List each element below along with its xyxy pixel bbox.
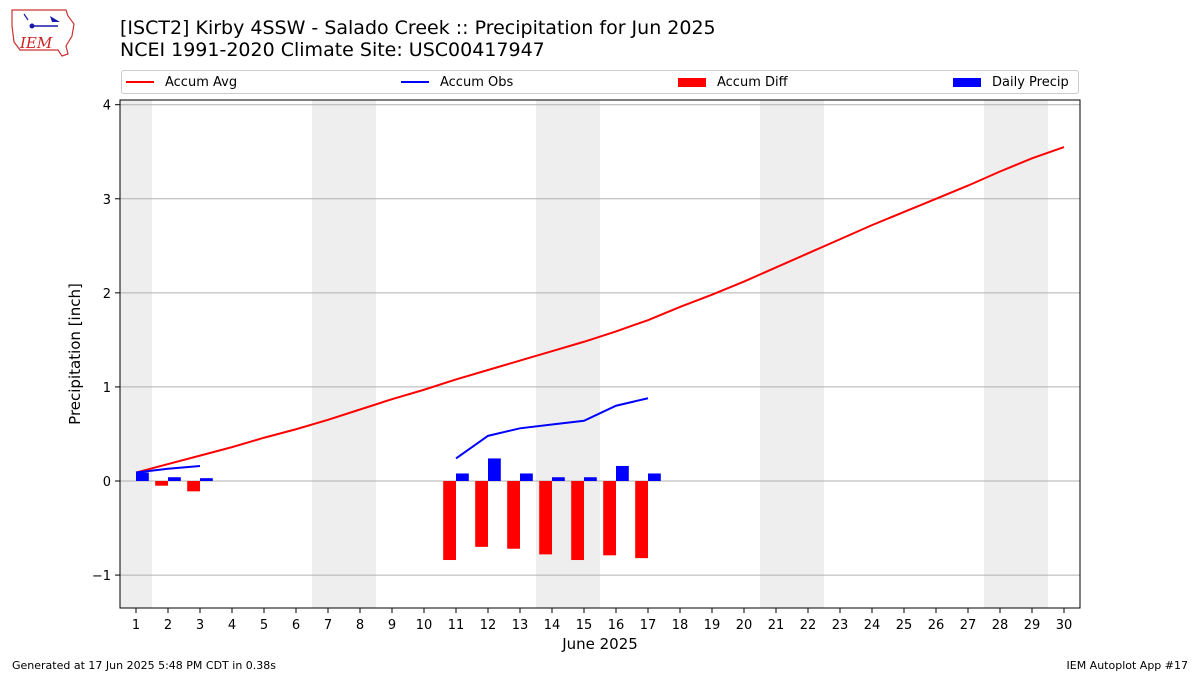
accum-diff-bar	[475, 481, 488, 547]
generated-footer: Generated at 17 Jun 2025 5:48 PM CDT in …	[12, 659, 277, 672]
accum-diff-bar	[635, 481, 648, 559]
x-tick-label: 24	[864, 618, 881, 633]
weekend-shade	[984, 100, 1016, 608]
x-tick-label: 6	[292, 618, 300, 633]
accum-avg-line	[135, 146, 1065, 474]
x-tick-label: 17	[640, 618, 657, 633]
daily-precip-bar	[648, 473, 661, 481]
x-tick-label: 2	[164, 618, 172, 633]
x-tick-label: 4	[228, 618, 236, 633]
accum-obs-line	[135, 464, 201, 474]
x-tick-label: 21	[768, 618, 785, 633]
x-tick-label: 29	[1024, 618, 1041, 633]
y-tick-label: −1	[92, 569, 111, 584]
x-tick-label: 28	[992, 618, 1009, 633]
x-tick-label: 14	[544, 618, 561, 633]
logo-text: IEM	[19, 34, 53, 52]
daily-precip-bar	[584, 477, 597, 481]
y-axis-label: Precipitation [inch]	[66, 283, 84, 425]
x-tick-label: 25	[896, 618, 913, 633]
weekend-shade	[760, 100, 792, 608]
app-footer: IEM Autoplot App #17	[1066, 659, 1189, 672]
x-tick-label: 30	[1056, 618, 1073, 633]
legend-line-red	[126, 81, 154, 83]
x-axis-label: June 2025	[561, 635, 638, 653]
weekend-shade	[120, 100, 152, 608]
accum-diff-bar	[187, 481, 200, 492]
iem-logo: IEM	[8, 6, 80, 58]
accum-diff-bar	[603, 481, 616, 556]
legend-label: Daily Precip	[992, 74, 1069, 90]
y-tick-label: 1	[103, 381, 111, 396]
daily-precip-bar	[456, 473, 469, 481]
x-tick-label: 9	[388, 618, 396, 633]
daily-precip-bar	[520, 473, 533, 481]
legend: Accum Avg Accum Obs Accum Diff Daily Pre…	[121, 70, 1079, 94]
daily-precip-bar	[168, 477, 181, 481]
x-tick-label: 22	[800, 618, 817, 633]
legend-label: Accum Avg	[165, 74, 238, 90]
x-tick-label: 15	[576, 618, 593, 633]
x-tick-label: 16	[608, 618, 625, 633]
weekend-shade	[792, 100, 824, 608]
legend-item-daily-precip: Daily Precip	[953, 71, 1069, 93]
x-tick-label: 23	[832, 618, 849, 633]
daily-precip-bar	[136, 472, 149, 481]
title-line-1: [ISCT2] Kirby 4SSW - Salado Creek :: Pre…	[120, 17, 716, 39]
x-tick-label: 7	[324, 618, 332, 633]
daily-precip-bar	[488, 458, 501, 481]
weekend-shade	[1016, 100, 1048, 608]
daily-precip-bar	[200, 478, 213, 481]
x-tick-label: 5	[260, 618, 268, 633]
legend-swatch-red	[678, 77, 706, 87]
accum-diff-bar	[443, 481, 456, 561]
x-tick-label: 18	[672, 618, 689, 633]
legend-item-accum-obs: Accum Obs	[401, 71, 513, 93]
title-line-2: NCEI 1991-2020 Climate Site: USC00417947	[120, 39, 545, 61]
x-tick-label: 1	[132, 618, 140, 633]
legend-label: Accum Obs	[440, 74, 514, 90]
y-tick-label: 0	[103, 475, 111, 490]
accum-diff-bar	[539, 481, 552, 555]
accum-diff-bar	[155, 481, 168, 486]
legend-item-accum-diff: Accum Diff	[678, 71, 788, 93]
x-tick-label: 20	[736, 618, 753, 633]
legend-label: Accum Diff	[717, 74, 788, 90]
x-tick-label: 19	[704, 618, 721, 633]
legend-swatch-blue	[953, 77, 981, 87]
accum-diff-bar	[507, 481, 520, 549]
chart-title: [ISCT2] Kirby 4SSW - Salado Creek :: Pre…	[120, 17, 716, 61]
legend-line-blue	[401, 81, 429, 83]
x-tick-label: 11	[448, 618, 465, 633]
weekend-shade	[312, 100, 344, 608]
x-tick-label: 8	[356, 618, 364, 633]
x-tick-label: 12	[480, 618, 497, 633]
y-tick-label: 3	[103, 193, 111, 208]
daily-precip-bar	[552, 477, 565, 481]
x-tick-label: 27	[960, 618, 977, 633]
plot-frame	[119, 99, 1081, 609]
x-tick-label: 3	[196, 618, 204, 633]
x-tick-label: 10	[416, 618, 433, 633]
daily-precip-bar	[616, 465, 629, 481]
accum-diff-bar	[571, 481, 584, 561]
y-tick-label: 2	[103, 287, 111, 302]
weekend-shade	[344, 100, 376, 608]
y-tick-label: 4	[103, 99, 111, 114]
x-tick-label: 13	[512, 618, 529, 633]
legend-item-accum-avg: Accum Avg	[126, 71, 237, 93]
x-tick-label: 26	[928, 618, 945, 633]
accum-obs-line	[455, 397, 649, 460]
